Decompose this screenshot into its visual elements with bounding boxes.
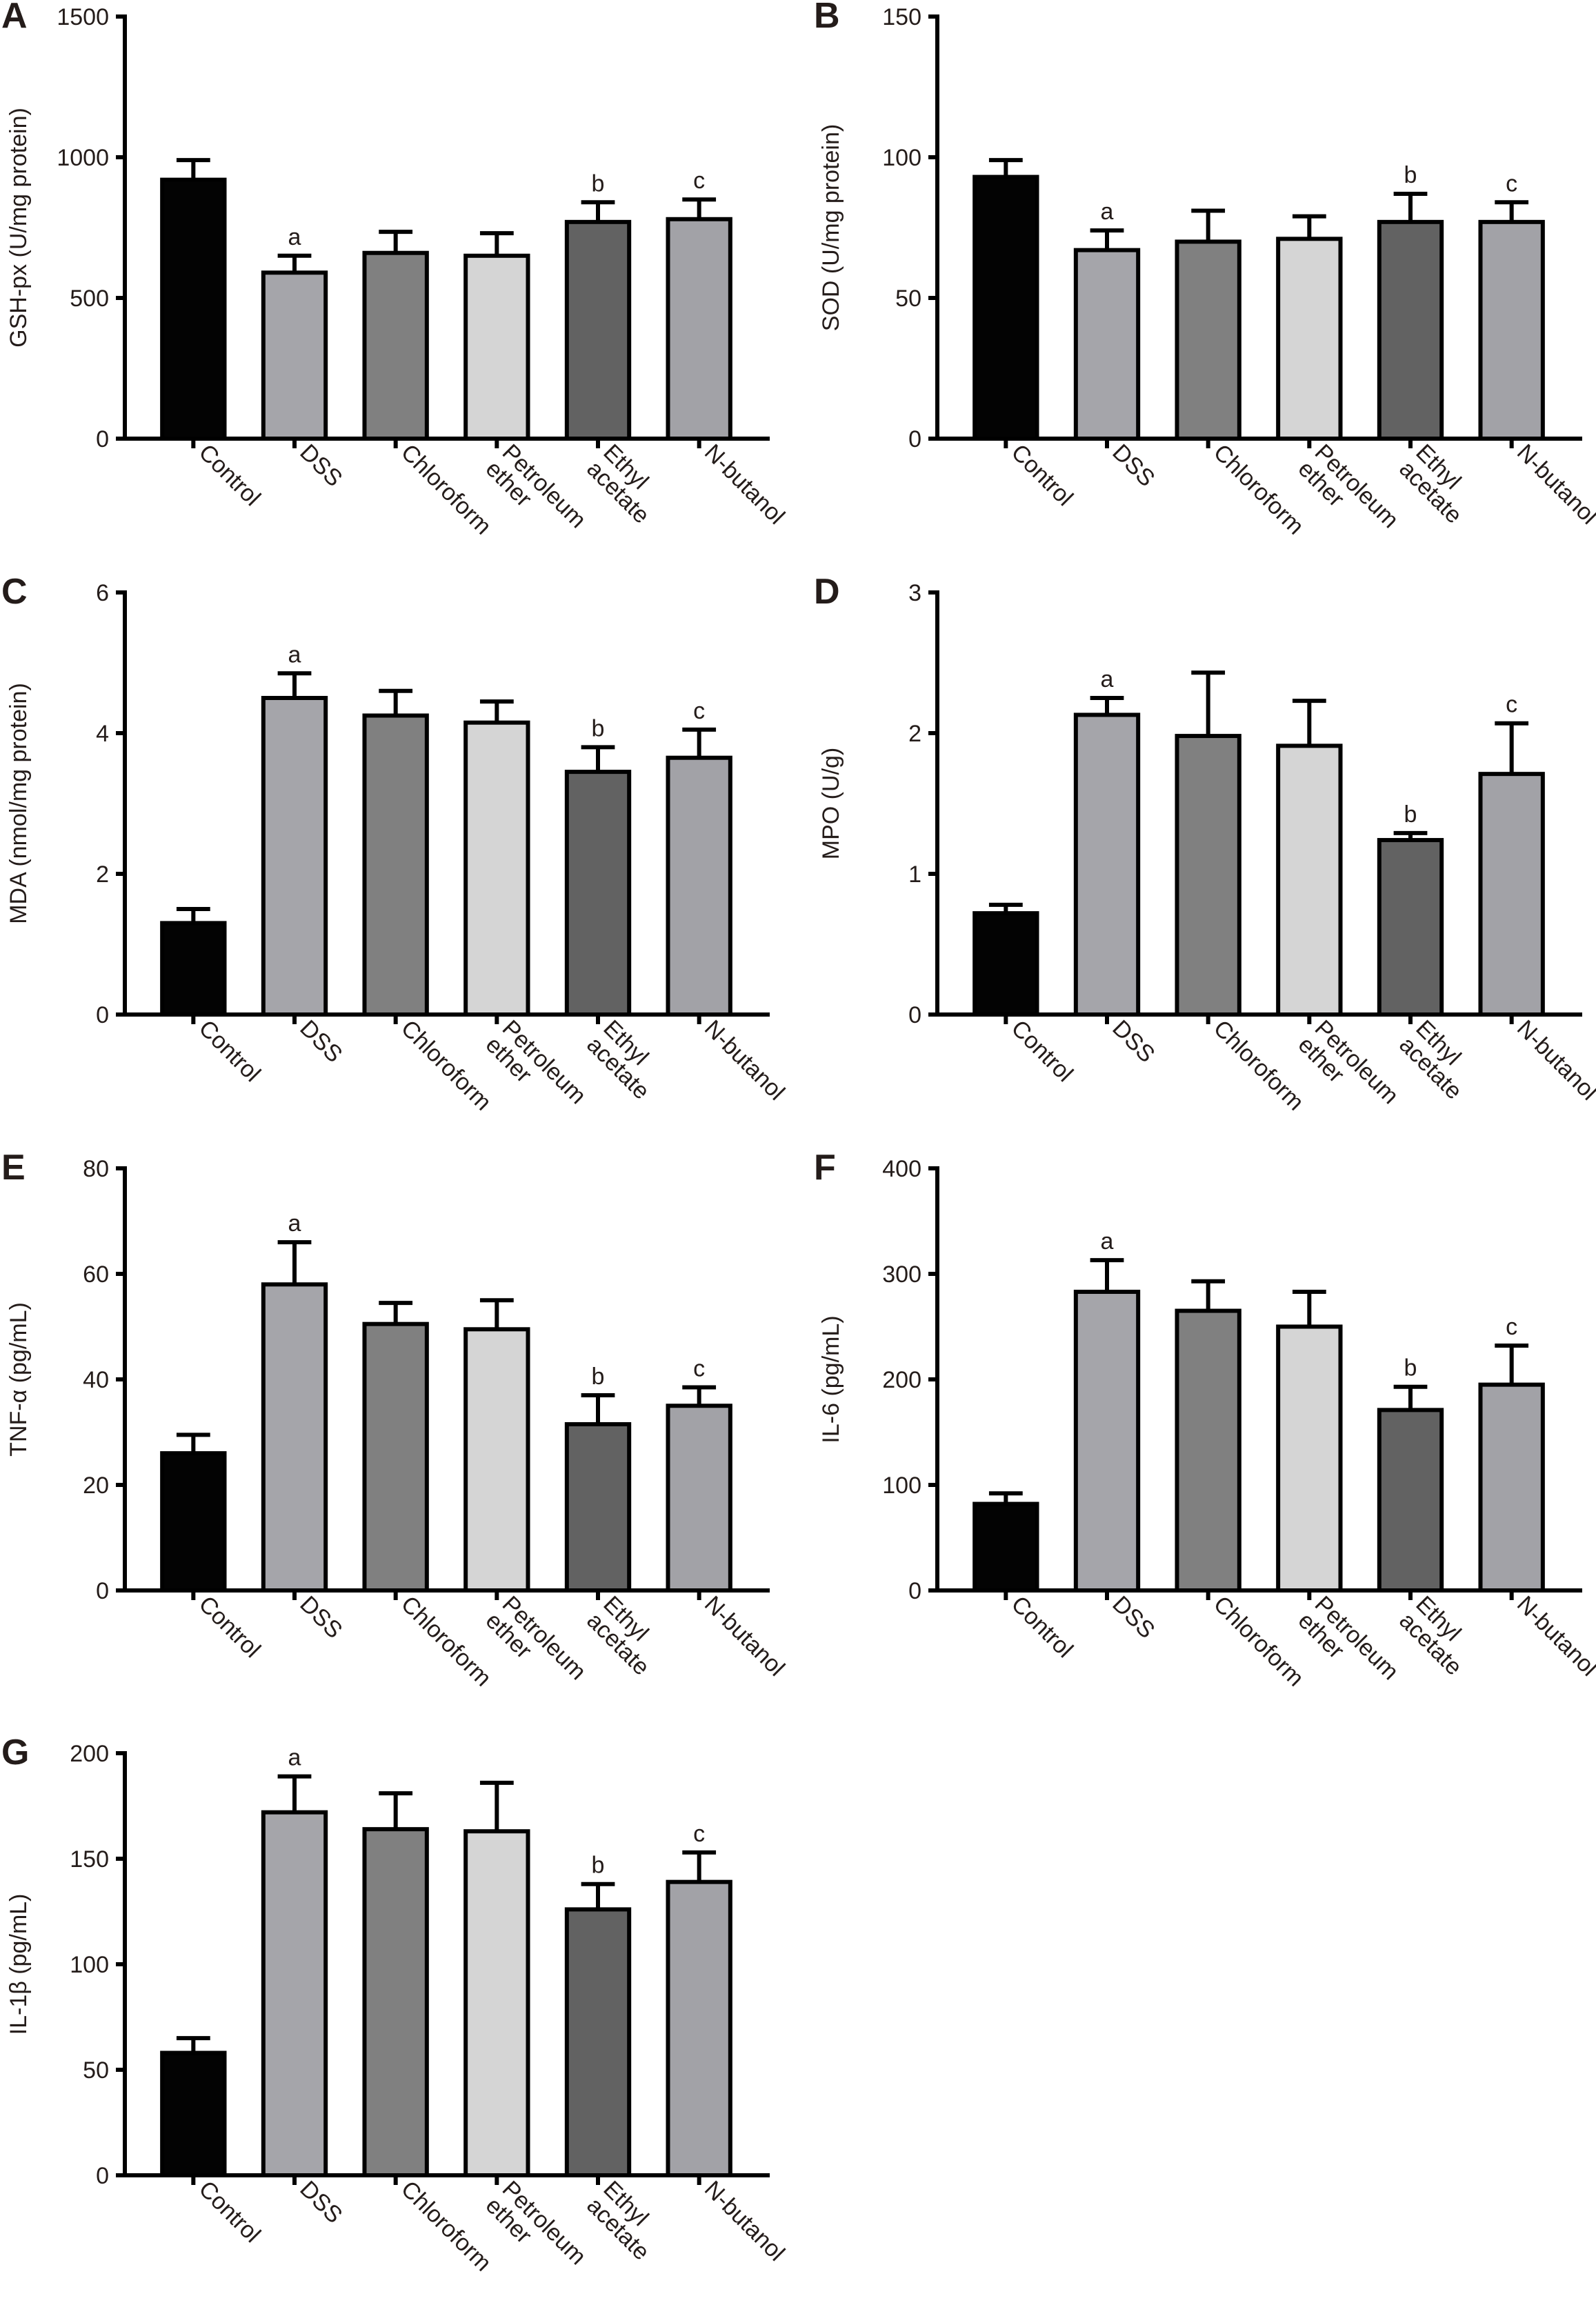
svg-text:Control: Control — [194, 1591, 266, 1663]
svg-text:1000: 1000 — [57, 145, 109, 171]
svg-text:60: 60 — [83, 1261, 109, 1288]
svg-text:TNF-α (pg/mL): TNF-α (pg/mL) — [6, 1302, 32, 1457]
svg-text:0: 0 — [96, 2163, 109, 2189]
svg-text:b: b — [592, 1364, 605, 1390]
svg-text:a: a — [1101, 1228, 1114, 1255]
svg-text:500: 500 — [70, 286, 109, 312]
svg-text:F: F — [814, 1152, 836, 1188]
svg-text:a: a — [288, 1745, 301, 1771]
svg-text:100: 100 — [882, 1473, 921, 1499]
svg-text:2: 2 — [96, 861, 109, 888]
svg-text:E: E — [1, 1152, 26, 1188]
svg-text:20: 20 — [83, 1473, 109, 1499]
svg-text:c: c — [1506, 170, 1517, 197]
svg-text:Control: Control — [194, 1015, 266, 1087]
svg-text:1500: 1500 — [57, 4, 109, 30]
svg-text:b: b — [592, 1853, 605, 1879]
svg-text:100: 100 — [882, 145, 921, 171]
svg-text:N-butanol: N-butanol — [1512, 439, 1596, 530]
svg-text:a: a — [1101, 199, 1114, 225]
svg-text:200: 200 — [70, 1741, 109, 1767]
svg-text:N-butanol: N-butanol — [1512, 1015, 1596, 1106]
svg-text:150: 150 — [882, 4, 921, 30]
svg-text:0: 0 — [96, 426, 109, 452]
svg-text:80: 80 — [83, 1156, 109, 1182]
svg-text:Chloroform: Chloroform — [396, 2176, 497, 2277]
svg-text:IL-1β (pg/mL): IL-1β (pg/mL) — [6, 1894, 32, 2035]
svg-text:Control: Control — [194, 439, 266, 511]
svg-text:0: 0 — [96, 1578, 109, 1604]
svg-text:Control: Control — [194, 2176, 266, 2248]
svg-text:DSS: DSS — [1107, 439, 1159, 492]
svg-text:DSS: DSS — [295, 1015, 347, 1068]
svg-text:DSS: DSS — [1107, 1015, 1159, 1068]
svg-text:Chloroform: Chloroform — [396, 1591, 497, 1692]
svg-text:300: 300 — [882, 1261, 921, 1288]
svg-text:a: a — [288, 1210, 301, 1237]
svg-text:200: 200 — [882, 1367, 921, 1393]
svg-text:150: 150 — [70, 1846, 109, 1873]
svg-text:IL-6 (pg/mL): IL-6 (pg/mL) — [818, 1315, 844, 1443]
svg-text:1: 1 — [908, 861, 921, 888]
svg-text:DSS: DSS — [295, 1591, 347, 1644]
svg-text:DSS: DSS — [295, 439, 347, 492]
svg-text:c: c — [693, 1355, 705, 1381]
svg-text:a: a — [288, 641, 301, 668]
svg-text:A: A — [1, 0, 28, 36]
svg-text:N-butanol: N-butanol — [699, 2176, 790, 2266]
svg-text:c: c — [693, 698, 705, 724]
svg-text:a: a — [288, 224, 301, 250]
svg-text:Control: Control — [1006, 1591, 1078, 1663]
svg-text:GSH-px (U/mg protein): GSH-px (U/mg protein) — [6, 108, 32, 348]
svg-text:B: B — [814, 0, 840, 36]
svg-text:N-butanol: N-butanol — [699, 1015, 790, 1106]
svg-text:a: a — [1101, 666, 1114, 692]
svg-text:b: b — [592, 170, 605, 197]
svg-text:Chloroform: Chloroform — [1208, 439, 1309, 540]
svg-text:6: 6 — [96, 580, 109, 606]
svg-text:Control: Control — [1006, 1015, 1078, 1087]
svg-text:4: 4 — [96, 721, 109, 747]
svg-text:D: D — [814, 576, 840, 612]
svg-text:SOD (U/mg protein): SOD (U/mg protein) — [818, 124, 844, 331]
svg-text:N-butanol: N-butanol — [699, 439, 790, 530]
svg-text:0: 0 — [96, 1002, 109, 1028]
svg-text:c: c — [1506, 692, 1517, 718]
svg-text:DSS: DSS — [295, 2176, 347, 2228]
svg-text:3: 3 — [908, 580, 921, 606]
svg-text:c: c — [1506, 1314, 1517, 1340]
svg-text:0: 0 — [908, 426, 921, 452]
svg-text:50: 50 — [895, 286, 921, 312]
svg-text:Chloroform: Chloroform — [396, 1015, 497, 1116]
svg-text:Chloroform: Chloroform — [1208, 1015, 1309, 1116]
svg-text:Chloroform: Chloroform — [1208, 1591, 1309, 1692]
svg-text:DSS: DSS — [1107, 1591, 1159, 1644]
svg-text:MDA (nmol/mg protein): MDA (nmol/mg protein) — [6, 683, 32, 924]
svg-text:Control: Control — [1006, 439, 1078, 511]
svg-text:b: b — [1404, 801, 1417, 828]
svg-text:Chloroform: Chloroform — [396, 439, 497, 540]
svg-text:N-butanol: N-butanol — [699, 1591, 790, 1681]
svg-text:100: 100 — [70, 1952, 109, 1978]
svg-text:0: 0 — [908, 1002, 921, 1028]
svg-text:MPO (U/g): MPO (U/g) — [818, 748, 844, 859]
svg-text:C: C — [1, 576, 28, 612]
svg-text:b: b — [1404, 162, 1417, 188]
svg-text:2: 2 — [908, 721, 921, 747]
svg-text:400: 400 — [882, 1156, 921, 1182]
svg-text:b: b — [1404, 1355, 1417, 1381]
svg-text:c: c — [693, 1821, 705, 1847]
svg-text:G: G — [1, 1737, 29, 1773]
svg-text:40: 40 — [83, 1367, 109, 1393]
svg-text:c: c — [693, 168, 705, 194]
svg-text:N-butanol: N-butanol — [1512, 1591, 1596, 1681]
svg-text:0: 0 — [908, 1578, 921, 1604]
svg-text:50: 50 — [83, 2057, 109, 2084]
svg-text:b: b — [592, 715, 605, 741]
